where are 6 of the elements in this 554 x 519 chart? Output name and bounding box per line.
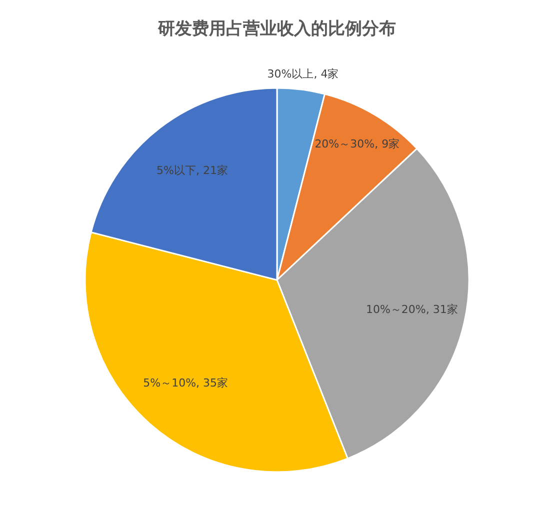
slice-label: 30%以上, 4家: [267, 67, 339, 80]
chart-title: 研发费用占营业收入的比例分布: [157, 19, 396, 39]
slice-label: 5%～10%, 35家: [143, 376, 228, 390]
slice-label: 20%～30%, 9家: [314, 137, 400, 150]
slice-label: 10%～20%, 31家: [366, 303, 458, 316]
slice-label: 5%以下, 21家: [156, 164, 228, 177]
